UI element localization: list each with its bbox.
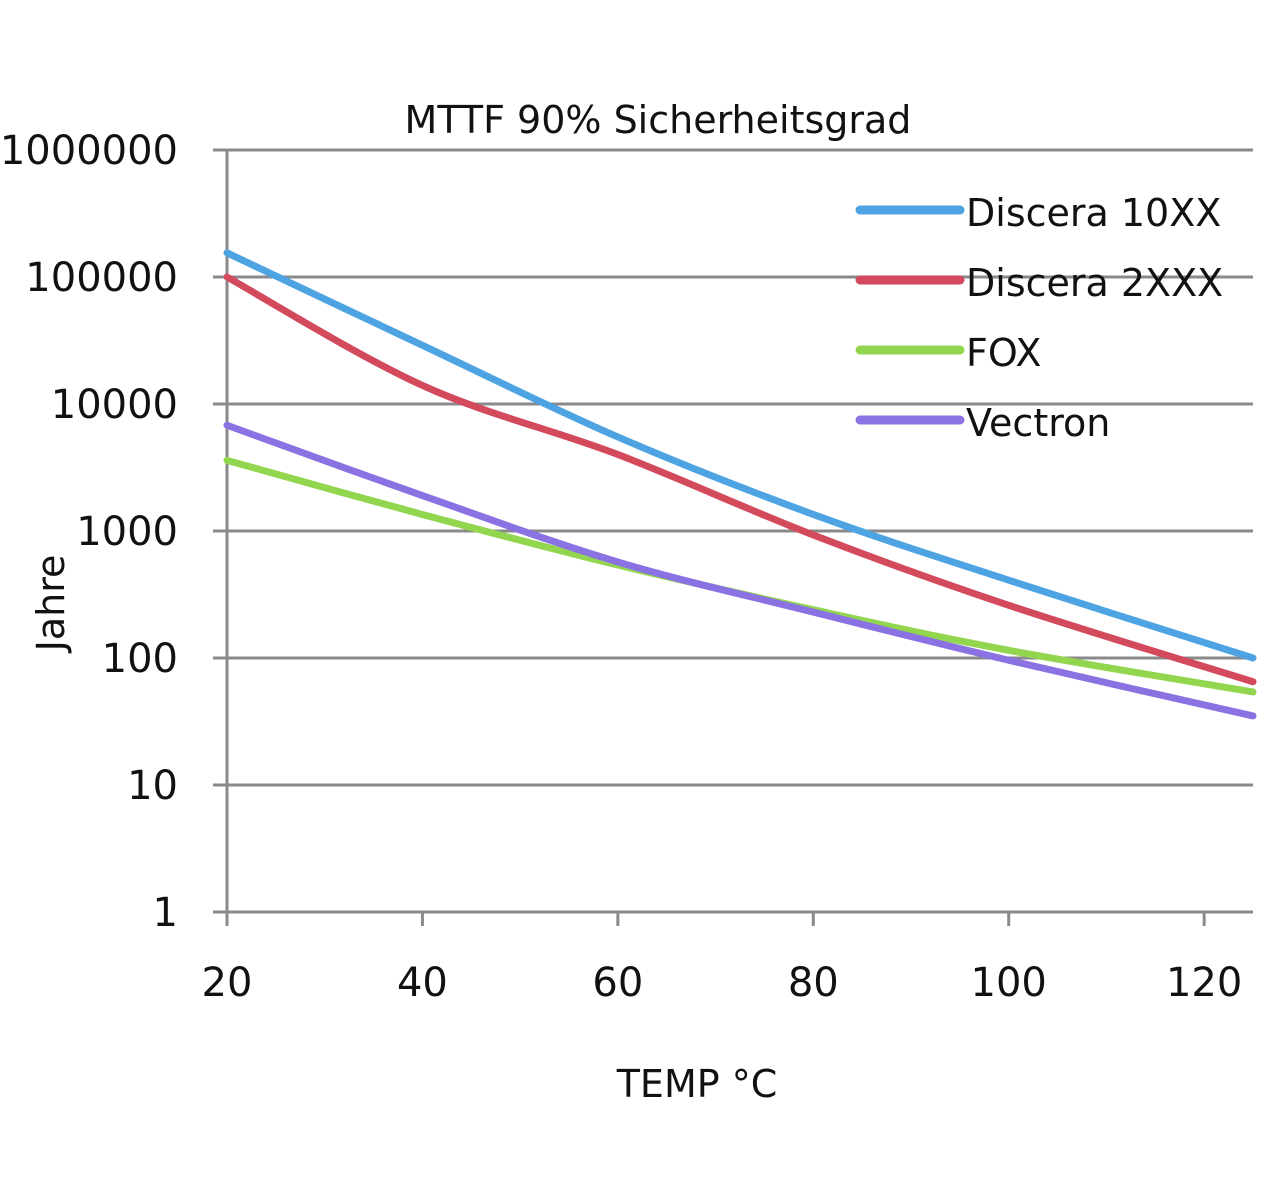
series-line-vectron xyxy=(223,421,1257,720)
x-axis-label: TEMP °C xyxy=(616,1062,778,1106)
y-tick-label: 10 xyxy=(127,763,178,809)
x-tick-label: 40 xyxy=(397,960,448,1006)
x-tick-label: 80 xyxy=(788,960,839,1006)
x-tick-label: 20 xyxy=(202,960,253,1006)
y-tick-label: 100000 xyxy=(25,255,178,301)
y-tick-label: 1 xyxy=(153,890,178,936)
y-axis-label: Jahre xyxy=(29,555,73,654)
series-line-discera-2xxx xyxy=(223,273,1257,686)
legend-label: FOX xyxy=(966,331,1041,375)
x-tick-label: 100 xyxy=(971,960,1047,1006)
y-tick-label: 10000 xyxy=(51,382,178,428)
legend-label: Discera 10XX xyxy=(966,191,1221,235)
legend-label: Vectron xyxy=(966,401,1110,445)
y-tick-label: 100 xyxy=(102,636,178,682)
y-tick-label: 1000000 xyxy=(0,128,178,174)
legend-label: Discera 2XXX xyxy=(966,261,1223,305)
x-tick-label: 60 xyxy=(592,960,643,1006)
x-tick-label: 120 xyxy=(1166,960,1242,1006)
series-line-discera-10xx xyxy=(223,249,1257,662)
chart-title: MTTF 90% Sicherheitsgrad xyxy=(405,98,912,142)
y-tick-label: 1000 xyxy=(76,509,178,555)
